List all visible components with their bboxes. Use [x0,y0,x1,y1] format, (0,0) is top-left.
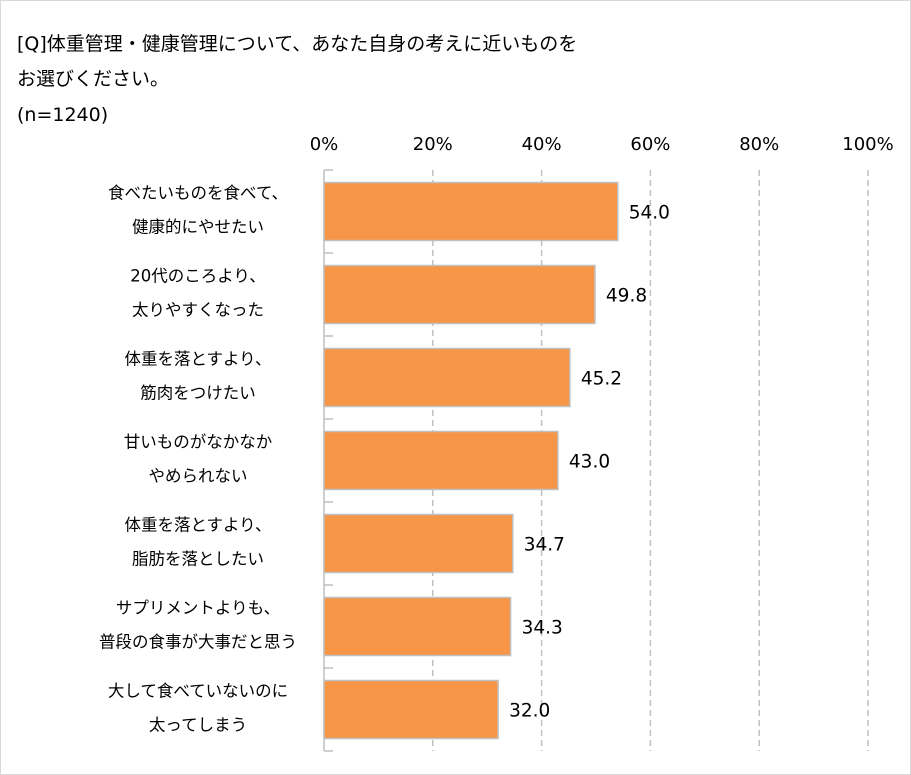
chart-title-line-1: [Q]体重管理・健康管理について、あなた自身の考えに近いものを [17,33,577,55]
category-label: 体重を落とすより、 [124,516,271,535]
x-tick-label: 80% [739,134,779,155]
category-label: 普段の食事が大事だと思う [99,633,297,652]
x-tick-label: 20% [413,134,453,155]
bar [323,264,596,325]
x-tick-label: 0% [310,134,339,155]
bar [323,513,514,574]
bar [323,347,571,408]
x-tick-label: 100% [842,134,893,155]
category-label: 筋肉をつけたい [140,384,256,403]
category-label: 脂肪を落としたい [132,550,264,569]
data-label: 34.3 [522,618,563,639]
data-label: 32.0 [509,701,550,722]
bar [323,596,512,657]
bar [323,181,619,242]
category-label: 健康的にやせたい [132,218,264,237]
category-label: 20代のころより、 [130,267,266,286]
category-label: 甘いものがなかなか [124,433,273,452]
x-tick-label: 40% [522,134,562,155]
bar [323,679,499,740]
chart-subtitle: (n=1240) [17,104,108,126]
category-label: 太りやすくなった [132,301,264,320]
category-label: サプリメントよりも、 [116,599,280,618]
data-label: 45.2 [581,369,622,390]
chart-title-line-2: お選びください。 [17,68,169,90]
category-label: 食べたいものを食べて、 [108,184,288,203]
x-tick-label: 60% [630,134,670,155]
data-label: 49.8 [606,286,647,307]
category-label: 体重を落とすより、 [124,350,271,369]
category-label: やめられない [149,467,248,486]
category-label: 大して食べていないのに [108,682,288,701]
data-label: 54.0 [629,203,670,224]
data-label: 43.0 [569,452,610,473]
bar [323,430,559,491]
category-label: 太ってしまう [149,716,247,735]
data-label: 34.7 [524,535,565,556]
